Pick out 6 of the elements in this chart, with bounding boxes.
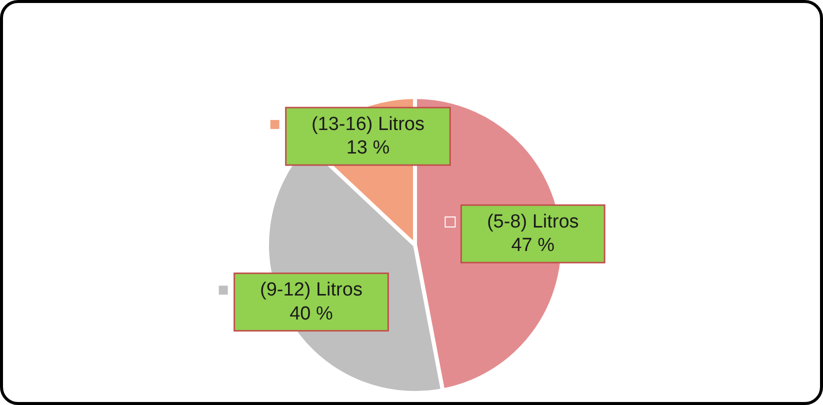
legend-label: (13-16) Litros	[311, 114, 424, 135]
legend-label: (5-8) Litros	[486, 211, 579, 232]
data-label: 40 %	[290, 303, 333, 324]
legend-label: (9-12) Litros	[260, 280, 362, 301]
data-label: 47 %	[511, 235, 555, 256]
data-label: 13 %	[346, 138, 390, 159]
